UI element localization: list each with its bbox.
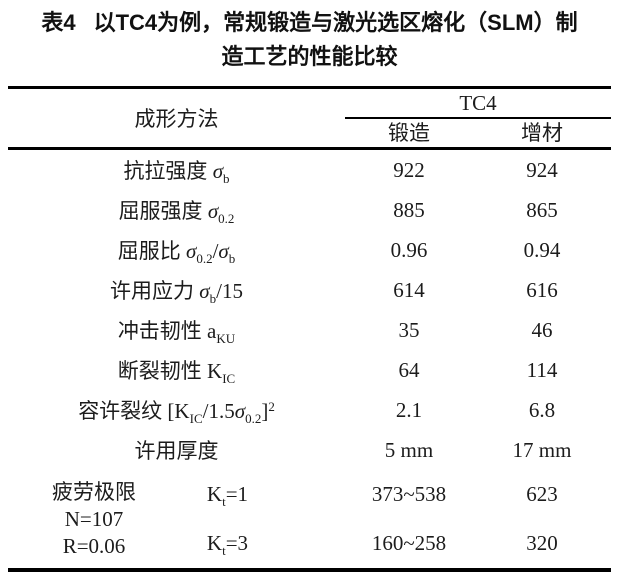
- table-row: 容许裂纹 [KIC/1.5σ0.2]2 2.1 6.8: [8, 390, 611, 430]
- row-label: 冲击韧性 aKU: [117, 319, 236, 346]
- value-additive: 114: [526, 357, 558, 382]
- header-rule: [8, 147, 611, 150]
- value-forging: 0.96: [390, 237, 428, 262]
- value-additive: 320: [526, 531, 558, 555]
- header-method: 成形方法: [134, 107, 219, 131]
- row-label: 断裂韧性 KIC: [117, 359, 236, 386]
- value-additive: 924: [526, 157, 558, 182]
- row-label: 容许裂纹 [KIC/1.5σ0.2]2: [78, 399, 275, 426]
- value-forging: 922: [393, 157, 425, 182]
- value-additive: 616: [526, 277, 558, 302]
- fatigue-condition-line: 疲劳极限: [52, 479, 136, 504]
- value-forging: 35: [398, 317, 420, 342]
- table-caption: 表4 以TC4为例，常规锻造与激光选区熔化（SLM）制 造工艺的性能比较: [0, 0, 619, 74]
- group-subrule: [345, 117, 611, 119]
- value-forging: 2.1: [395, 397, 423, 422]
- data-table: 成形方法 TC4 锻造 增材 抗拉强度 σb 922 924 屈服强度 σ0.2…: [8, 86, 611, 572]
- table-row: 许用厚度 5 mm 17 mm: [8, 430, 611, 470]
- table-number: 表4: [41, 10, 76, 35]
- caption-line-1: 表4 以TC4为例，常规锻造与激光选区熔化（SLM）制: [0, 6, 619, 40]
- kt-label: Kt=1: [206, 482, 249, 509]
- table-row: 屈服比 σ0.2/σb 0.96 0.94: [8, 230, 611, 270]
- fatigue-condition-line: N=107: [64, 506, 124, 531]
- row-label: 屈服比 σ0.2/σb: [117, 239, 236, 266]
- value-additive: 623: [526, 482, 558, 506]
- row-label: 许用厚度: [134, 439, 219, 463]
- header-group-label: TC4: [459, 91, 497, 115]
- header-col-forging: 锻造: [388, 121, 430, 145]
- bottom-rule: [8, 568, 611, 572]
- header-col-additive: 增材: [521, 121, 563, 145]
- table-row: 断裂韧性 KIC 64 114: [8, 350, 611, 390]
- top-rule: [8, 86, 611, 89]
- value-forging: 160~258: [371, 531, 447, 555]
- fatigue-condition: 疲劳极限 N=107 R=0.06: [8, 479, 180, 560]
- row-label: 许用应力 σb/15: [110, 279, 243, 306]
- value-forging: 373~538: [371, 482, 447, 506]
- row-label: 抗拉强度 σb: [123, 159, 230, 186]
- kt-label: Kt=3: [206, 531, 249, 558]
- value-forging: 64: [398, 357, 420, 382]
- table-header: 成形方法 TC4 锻造 增材: [8, 89, 611, 147]
- caption-text-1: 以TC4为例，常规锻造与激光选区熔化（SLM）制: [93, 10, 578, 35]
- value-forging: 5 mm: [384, 437, 434, 462]
- fatigue-condition-line: R=0.06: [62, 533, 126, 558]
- fatigue-limit-block: 疲劳极限 N=107 R=0.06 Kt=1 373~538 623 Kt=3 …: [8, 470, 611, 568]
- table-row: 屈服强度 σ0.2 885 865: [8, 190, 611, 230]
- table-row: 冲击韧性 aKU 35 46: [8, 310, 611, 350]
- row-label: 屈服强度 σ0.2: [118, 199, 235, 226]
- caption-line-2: 造工艺的性能比较: [221, 44, 398, 69]
- value-additive: 865: [526, 197, 558, 222]
- value-forging: 614: [393, 277, 425, 302]
- value-additive: 0.94: [523, 237, 561, 262]
- table-row: 抗拉强度 σb 922 924: [8, 150, 611, 190]
- value-additive: 17 mm: [512, 437, 572, 462]
- value-forging: 885: [393, 197, 425, 222]
- value-additive: 46: [531, 317, 553, 342]
- header-group-tc4: TC4 锻造 增材: [345, 89, 611, 147]
- table-row: 许用应力 σb/15 614 616: [8, 270, 611, 310]
- value-additive: 6.8: [528, 397, 556, 422]
